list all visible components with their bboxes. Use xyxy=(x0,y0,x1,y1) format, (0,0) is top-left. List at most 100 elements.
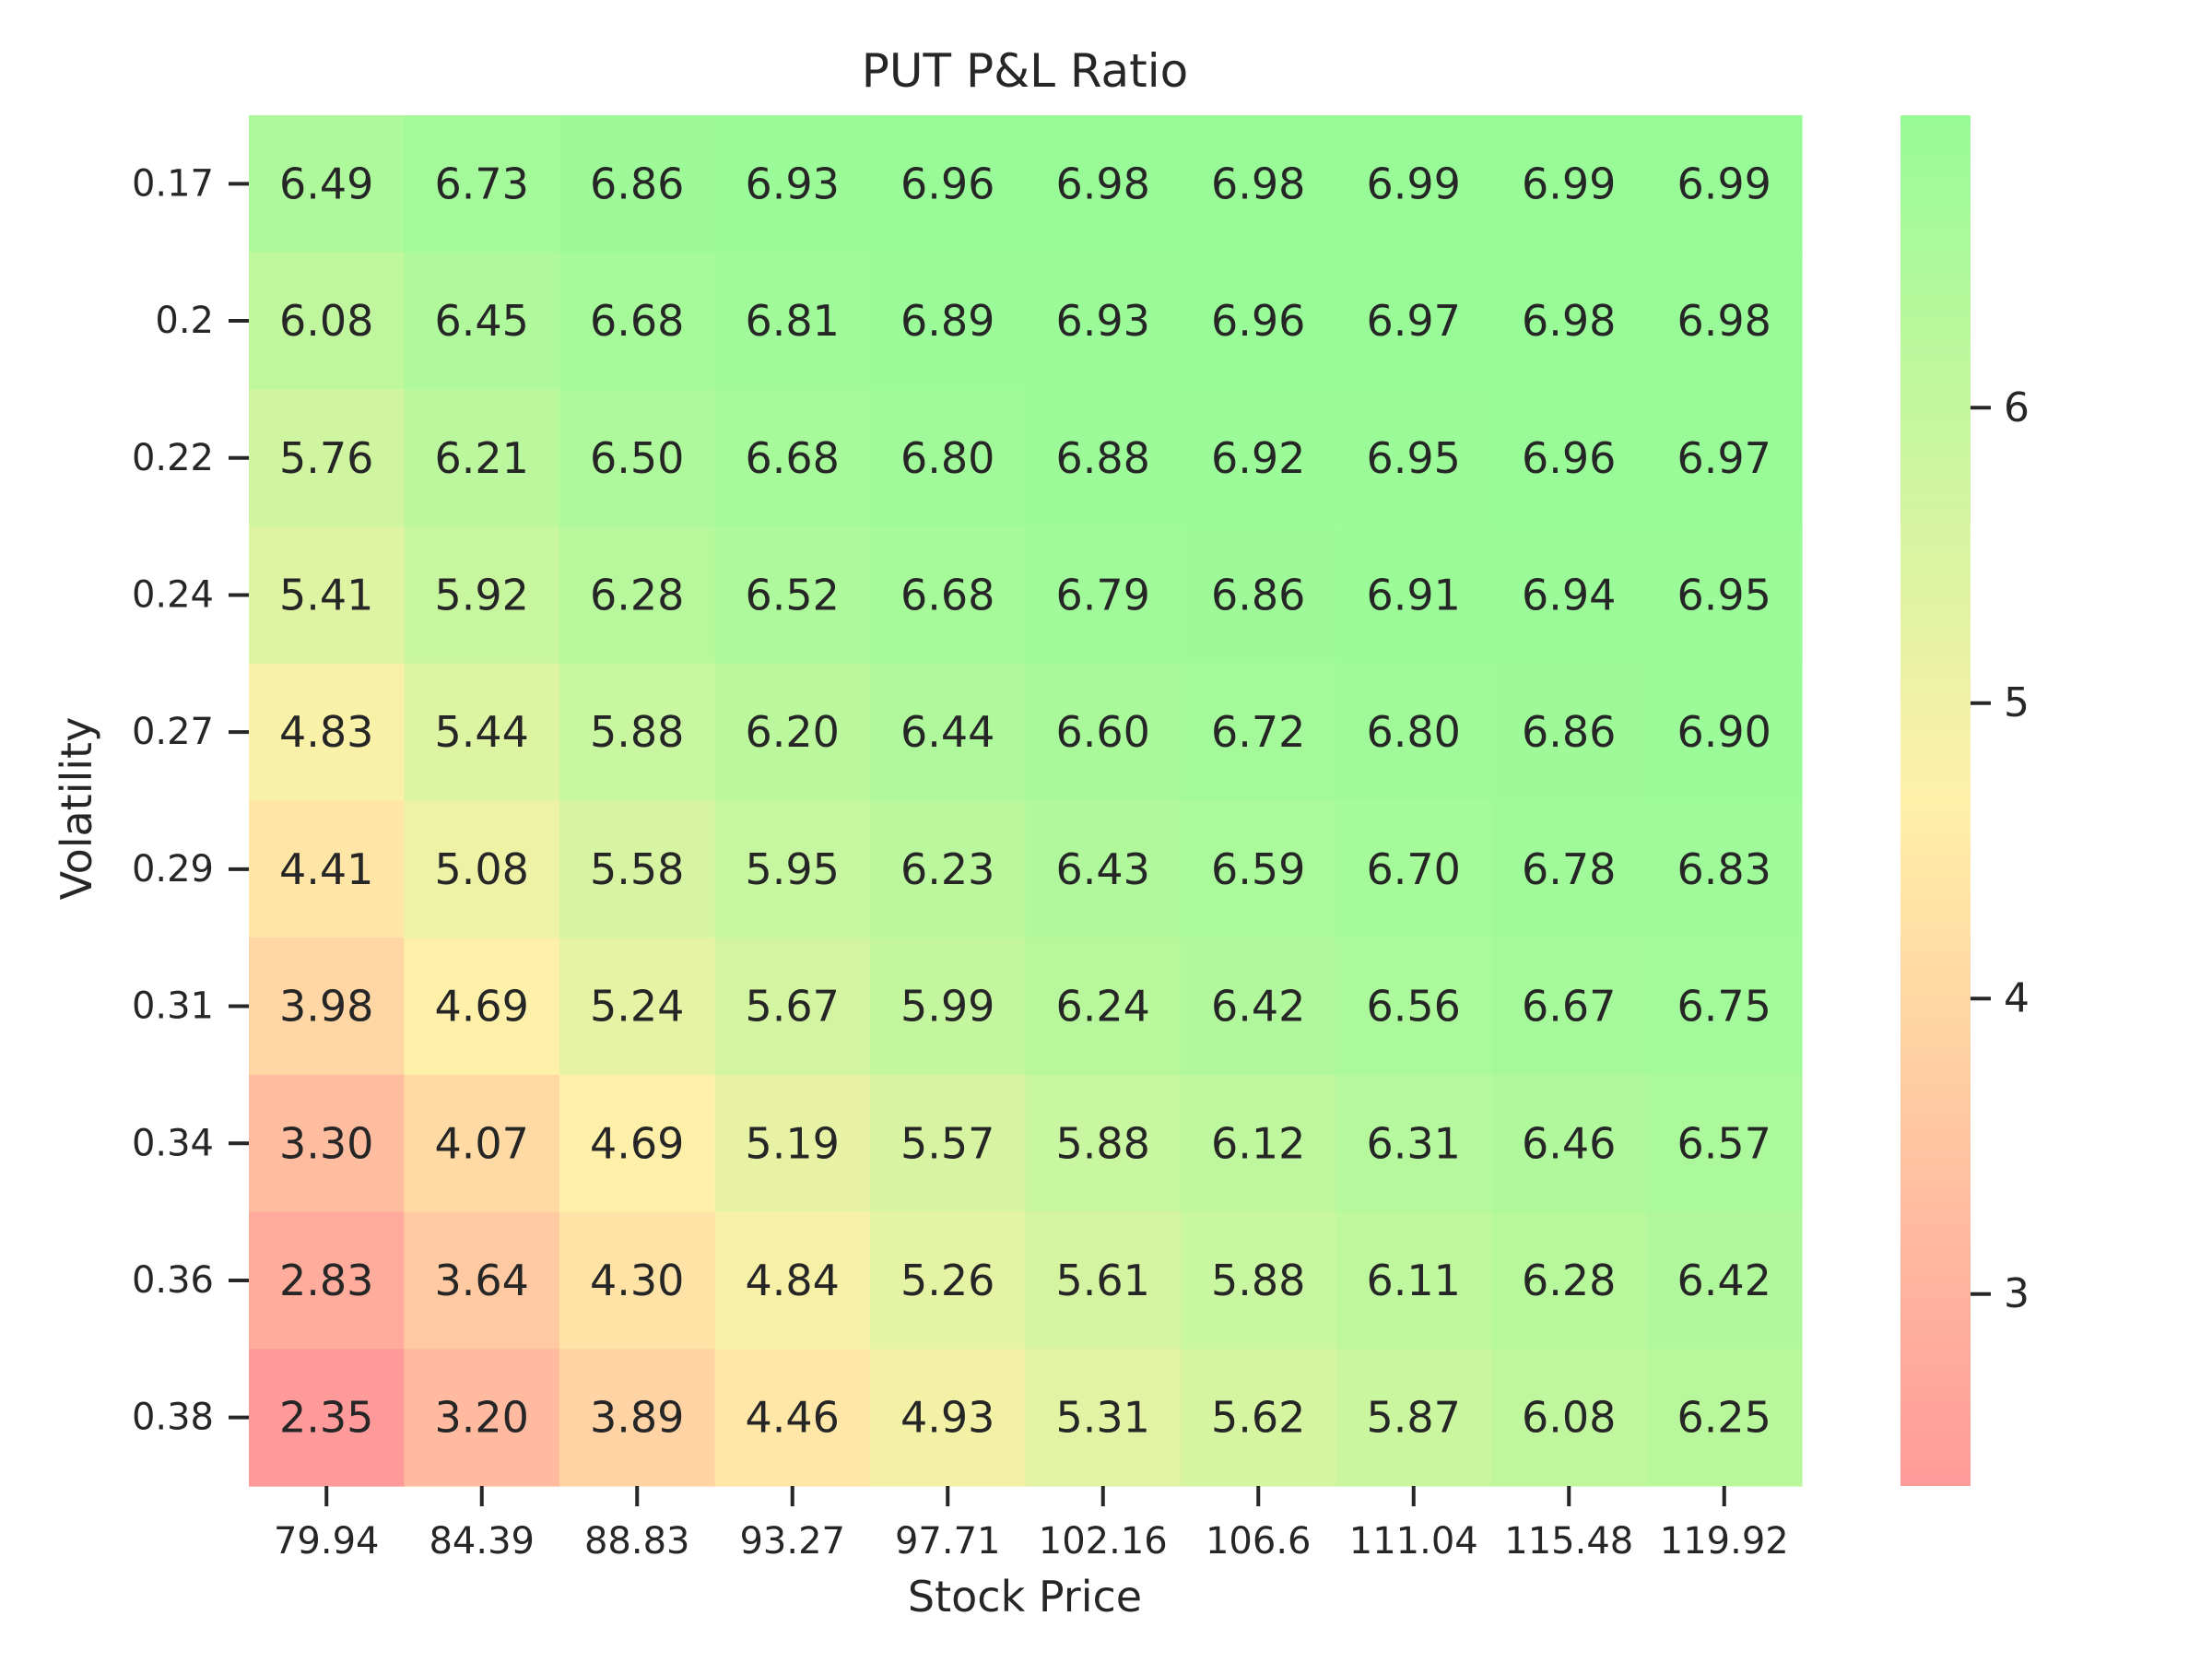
cell-value-label: 6.97 xyxy=(1367,296,1461,346)
heatmap-cell xyxy=(1335,115,1492,254)
cell-value-label: 5.95 xyxy=(746,844,840,894)
heatmap-cell xyxy=(1646,1074,1803,1213)
heatmap-cell xyxy=(1181,1211,1337,1350)
heatmap-cell xyxy=(1181,663,1337,802)
heatmap-cell xyxy=(714,1349,871,1487)
cell-value-label: 6.52 xyxy=(746,570,840,619)
heatmap-cell xyxy=(1335,389,1492,527)
x-tick-label: 115.48 xyxy=(1504,1520,1633,1563)
heatmap-cell xyxy=(249,1349,406,1487)
cell-value-label: 3.89 xyxy=(590,1393,684,1443)
cell-value-label: 6.60 xyxy=(1056,707,1150,757)
heatmap-cell xyxy=(714,938,871,1076)
heatmap-cell xyxy=(1491,1211,1648,1350)
cell-value-label: 6.28 xyxy=(1522,1256,1616,1305)
heatmap-cell xyxy=(870,800,1027,938)
heatmap-cell xyxy=(1335,938,1492,1076)
cell-value-label: 6.23 xyxy=(900,844,994,894)
heatmap-cell xyxy=(1025,526,1182,665)
cell-value-label: 6.67 xyxy=(1522,982,1616,1032)
heatmap-cell xyxy=(404,663,560,802)
cell-value-label: 6.86 xyxy=(590,159,684,208)
cell-value-label: 5.41 xyxy=(279,570,373,619)
y-tick-label: 0.31 xyxy=(132,985,214,1028)
heatmap-cell xyxy=(1025,252,1182,390)
colorbar xyxy=(1900,115,1971,1486)
cell-value-label: 6.49 xyxy=(279,159,373,208)
heatmap-cell xyxy=(1181,1074,1337,1213)
heatmap-cell xyxy=(404,1349,560,1487)
heatmap-cell xyxy=(1025,1074,1182,1213)
heatmap-cell xyxy=(1491,938,1648,1076)
cell-value-label: 6.86 xyxy=(1522,707,1616,757)
heatmap-cell xyxy=(870,389,1027,527)
cell-value-label: 6.46 xyxy=(1522,1118,1616,1168)
cell-value-label: 6.80 xyxy=(900,433,994,483)
colorbar-tick-label: 3 xyxy=(2004,1270,2030,1317)
chart-title: PUT P&L Ratio xyxy=(862,44,1188,98)
cell-value-label: 6.99 xyxy=(1677,159,1771,208)
heatmap-cell xyxy=(714,115,871,254)
heatmap-cell xyxy=(870,938,1027,1076)
heatmap-cell xyxy=(249,1211,406,1350)
cell-value-label: 6.21 xyxy=(435,433,529,483)
heatmap-cell xyxy=(249,1074,406,1213)
cell-value-label: 3.20 xyxy=(435,1393,529,1443)
heatmap-cell xyxy=(1646,1211,1803,1350)
heatmap-cell xyxy=(404,252,560,390)
y-tick-label: 0.17 xyxy=(132,162,214,205)
x-tick-label: 106.6 xyxy=(1206,1520,1312,1563)
cell-value-label: 6.08 xyxy=(1522,1393,1616,1443)
cell-value-label: 6.75 xyxy=(1677,982,1771,1032)
cell-value-label: 5.26 xyxy=(900,1256,994,1305)
cell-value-label: 6.73 xyxy=(435,159,529,208)
x-tick-label: 79.94 xyxy=(274,1520,380,1563)
y-tick-label: 0.27 xyxy=(132,711,214,753)
heatmap-cell xyxy=(1181,938,1337,1076)
cell-value-label: 6.24 xyxy=(1056,982,1150,1032)
cell-value-label: 6.94 xyxy=(1522,570,1616,619)
x-tick-label: 119.92 xyxy=(1660,1520,1789,1563)
cell-value-label: 6.99 xyxy=(1522,159,1616,208)
cell-value-label: 6.93 xyxy=(746,159,840,208)
heatmap-cell xyxy=(1491,663,1648,802)
cell-value-label: 6.97 xyxy=(1677,433,1771,483)
cell-value-label: 6.89 xyxy=(900,296,994,346)
cell-value-label: 6.83 xyxy=(1677,844,1771,894)
x-tick-label: 97.71 xyxy=(895,1520,1001,1563)
heatmap-cell xyxy=(1025,1349,1182,1487)
heatmap-cell xyxy=(1181,252,1337,390)
y-tick-label: 0.38 xyxy=(132,1397,214,1439)
cell-value-label: 5.58 xyxy=(590,844,684,894)
heatmap-cell xyxy=(559,938,716,1076)
cell-value-label: 2.83 xyxy=(279,1256,373,1305)
cell-value-label: 5.24 xyxy=(590,982,684,1032)
heatmap-cell xyxy=(1335,1074,1492,1213)
heatmap-cell xyxy=(870,115,1027,254)
heatmap-cell xyxy=(1181,800,1337,938)
heatmap-cell xyxy=(404,1074,560,1213)
cell-value-label: 6.68 xyxy=(590,296,684,346)
heatmap-cell xyxy=(1491,1074,1648,1213)
cell-value-label: 6.98 xyxy=(1056,159,1150,208)
y-tick-label: 0.29 xyxy=(132,848,214,890)
y-tick-label: 0.34 xyxy=(132,1122,214,1164)
heatmap-cell xyxy=(1335,252,1492,390)
cell-value-label: 6.91 xyxy=(1367,570,1461,619)
cell-value-label: 6.57 xyxy=(1677,1118,1771,1168)
cell-value-label: 6.25 xyxy=(1677,1393,1771,1443)
cell-value-label: 6.78 xyxy=(1522,844,1616,894)
heatmap-cell xyxy=(559,1074,716,1213)
cell-value-label: 6.42 xyxy=(1677,1256,1771,1305)
cell-value-label: 6.43 xyxy=(1056,844,1150,894)
heatmap-cell xyxy=(559,800,716,938)
cell-value-label: 6.98 xyxy=(1677,296,1771,346)
heatmap-cell xyxy=(1335,1211,1492,1350)
heatmap-cell xyxy=(249,800,406,938)
heatmap-cell xyxy=(1491,389,1648,527)
cell-value-label: 5.99 xyxy=(900,982,994,1032)
heatmap-cell xyxy=(1335,1349,1492,1487)
cell-value-label: 6.96 xyxy=(900,159,994,208)
cell-value-label: 4.83 xyxy=(279,707,373,757)
